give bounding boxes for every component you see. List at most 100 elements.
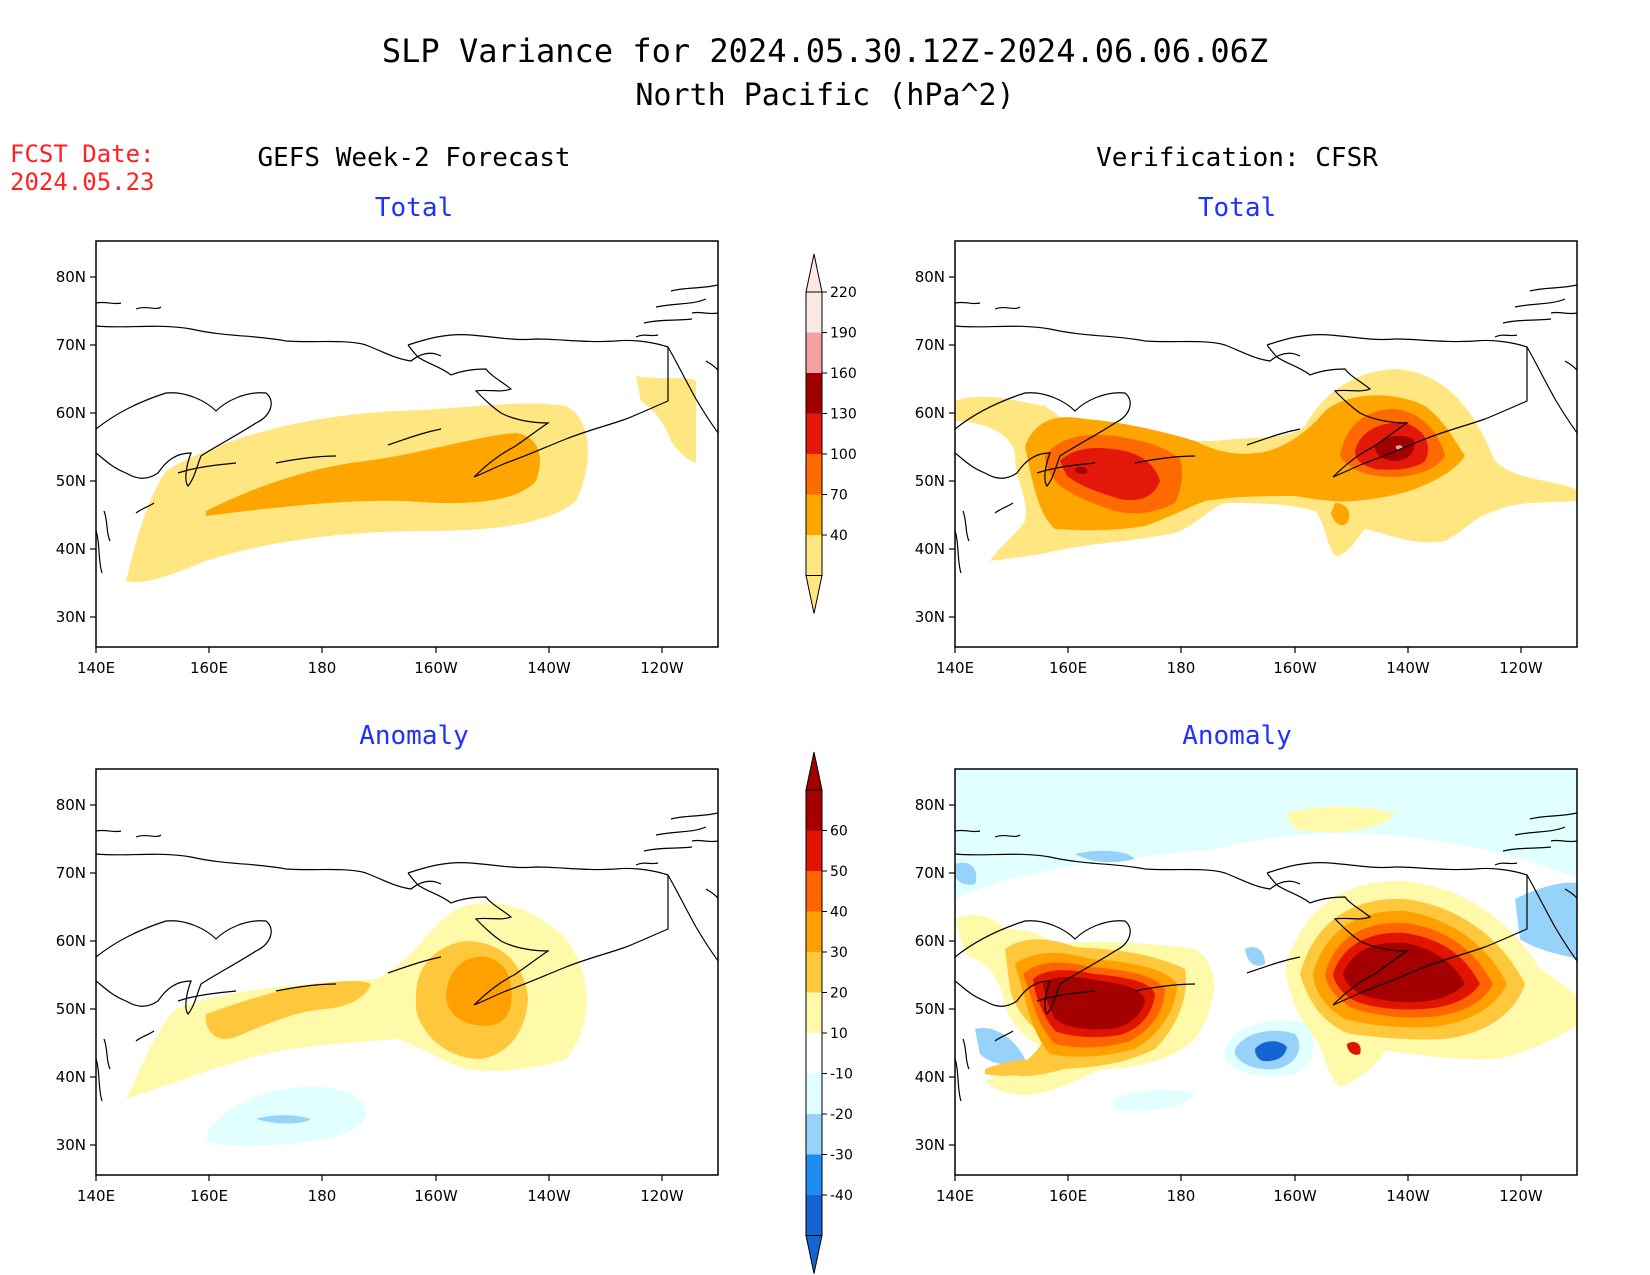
contour-region <box>446 956 512 1026</box>
colorbar-swatch <box>806 454 822 495</box>
lon-tick-label: 120W <box>640 659 684 677</box>
lon-tick-label: 160E <box>190 1187 228 1205</box>
colorbar-label: -40 <box>830 1188 853 1204</box>
lon-tick-label: 140E <box>936 1187 974 1205</box>
lon-tick-label: 140W <box>1386 659 1430 677</box>
lon-tick-label: 160E <box>190 659 228 677</box>
colorbar-swatch <box>806 292 822 333</box>
fcst-date-value: 2024.05.23 <box>10 168 155 196</box>
lat-tick-label: 30N <box>915 1136 945 1154</box>
lat-tick-label: 40N <box>915 540 945 558</box>
contour-fills <box>955 769 1577 1175</box>
colorbar-anomaly: -40 -30 -20 -10 10 20 30 40 50 60 <box>805 751 853 1274</box>
contour-region <box>1375 435 1415 461</box>
panel-verification-total: 80N 70N 60N 50N 40N 30N 140E 160E 180 160W 140W 120… <box>915 240 1578 677</box>
lat-tick-label: 30N <box>56 1136 86 1154</box>
colorbar-swatch <box>806 332 822 373</box>
colorbar-swatch <box>806 992 822 1033</box>
panel-forecast-anomaly: 80N 70N 60N 50N 40N 30N 140E 160E 180 160W 140W 120… <box>56 768 719 1205</box>
colorbar-swatch <box>806 373 822 414</box>
contour-fills <box>96 812 718 1165</box>
lon-tick-label: 160E <box>1049 1187 1087 1205</box>
panel-forecast-total: 80N 70N 60N 50N 40N 30N 140E 160E 180 160W 140W 120… <box>56 240 719 677</box>
lat-tick-label: 70N <box>915 336 945 354</box>
lon-tick-label: 140E <box>77 659 115 677</box>
colorbar-swatch <box>806 1114 822 1155</box>
colorbar-arrow-top <box>805 751 823 791</box>
main-title-line1: SLP Variance for 2024.05.30.12Z-2024.06.… <box>382 32 1268 70</box>
fcst-date-label: FCST Date: <box>10 140 155 168</box>
colorbar-arrow-bottom <box>805 1235 823 1274</box>
contour-fills <box>96 284 718 637</box>
lat-tick-label: 40N <box>56 540 86 558</box>
colorbar-arrow-top <box>805 253 823 293</box>
panel-verification-anomaly: 80N 70N 60N 50N 40N 30N 140E 160E 180 160W 140W 120… <box>915 768 1578 1205</box>
contour-region <box>206 433 540 516</box>
colorbar-swatch <box>806 494 822 535</box>
lat-tick-label: 60N <box>915 404 945 422</box>
lat-tick-label: 30N <box>56 608 86 626</box>
verif-total-subtitle: Total <box>1198 193 1276 223</box>
colorbar-label: 20 <box>830 986 848 1002</box>
lon-tick-label: 140W <box>527 659 571 677</box>
colorbar-label: -10 <box>830 1067 853 1083</box>
lat-tick-label: 70N <box>56 864 86 882</box>
contour-region <box>1115 1089 1195 1111</box>
right-column-title: Verification: CFSR <box>1096 143 1378 173</box>
map-frame <box>954 240 1578 648</box>
lat-tick-label: 80N <box>56 796 86 814</box>
colorbar-label: -20 <box>830 1107 853 1123</box>
colorbar-total: 40 70 100 130 160 190 220 <box>805 253 857 614</box>
verif-anomaly-subtitle: Anomaly <box>1182 721 1292 751</box>
fcst-anomaly-subtitle: Anomaly <box>359 721 469 751</box>
lon-tick-label: 180 <box>308 1187 337 1205</box>
left-column-title: GEFS Week-2 Forecast <box>257 143 570 173</box>
contour-region <box>1255 1041 1287 1062</box>
lat-tick-label: 50N <box>56 472 86 490</box>
lon-tick-label: 180 <box>1167 1187 1196 1205</box>
lon-tick-label: 140W <box>527 1187 571 1205</box>
lat-tick-label: 70N <box>56 336 86 354</box>
lon-tick-label: 120W <box>1499 1187 1543 1205</box>
colorbar-label: 220 <box>830 285 857 301</box>
colorbar-label: 30 <box>830 945 848 961</box>
colorbar-label: 40 <box>830 528 848 544</box>
lon-tick-label: 140W <box>1386 1187 1430 1205</box>
lat-tick-label: 40N <box>915 1068 945 1086</box>
colorbar-swatch <box>806 535 822 576</box>
colorbar-label: 100 <box>830 447 857 463</box>
contour-region <box>1043 976 1145 1030</box>
lat-tick-label: 70N <box>915 864 945 882</box>
main-title-line2: North Pacific (hPa^2) <box>635 78 1014 113</box>
lat-tick-label: 60N <box>56 404 86 422</box>
lat-tick-label: 50N <box>915 472 945 490</box>
colorbar-swatch <box>806 790 822 831</box>
lat-tick-label: 40N <box>56 1068 86 1086</box>
colorbar-label: 130 <box>830 407 857 423</box>
colorbar-label: 10 <box>830 1026 848 1042</box>
contour-region <box>205 980 371 1039</box>
colorbar-label: 50 <box>830 864 848 880</box>
contour-region <box>1515 882 1577 959</box>
lon-tick-label: 160W <box>1273 1187 1317 1205</box>
map-frame <box>95 240 719 648</box>
lon-tick-label: 160E <box>1049 659 1087 677</box>
colorbar-swatch <box>806 1033 822 1074</box>
lat-tick-label: 60N <box>56 932 86 950</box>
contour-region <box>636 376 696 463</box>
map-frame <box>954 768 1578 1176</box>
colorbar-swatch <box>806 413 822 454</box>
lat-tick-label: 50N <box>915 1000 945 1018</box>
colorbar-swatch <box>806 911 822 952</box>
contour-region <box>985 1059 1045 1076</box>
contour-region <box>256 1115 311 1124</box>
lon-tick-label: 160W <box>414 1187 458 1205</box>
contour-region <box>1285 806 1395 833</box>
lat-tick-label: 60N <box>915 932 945 950</box>
lon-tick-label: 140E <box>77 1187 115 1205</box>
colorbar-label: 60 <box>830 824 848 840</box>
colorbar-label: 40 <box>830 905 848 921</box>
map-frame <box>95 768 719 1176</box>
lat-tick-label: 80N <box>56 268 86 286</box>
